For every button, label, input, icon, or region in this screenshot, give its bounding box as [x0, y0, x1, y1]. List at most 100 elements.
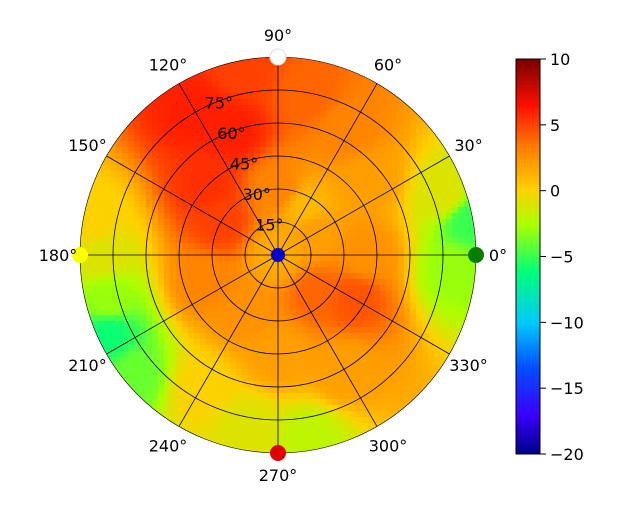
heatmap-cell	[200, 345, 207, 352]
heatmap-cell	[170, 387, 177, 394]
heatmap-cell	[260, 267, 267, 274]
heatmap-cell	[104, 171, 111, 178]
heatmap-cell	[206, 411, 213, 418]
heatmap-cell	[410, 255, 417, 262]
heatmap-cell	[338, 267, 345, 274]
heatmap-cell	[326, 273, 333, 280]
heatmap-cell	[410, 219, 417, 226]
heatmap-cell	[140, 207, 147, 214]
heatmap-cell	[176, 333, 183, 340]
heatmap-cell	[224, 375, 231, 382]
heatmap-cell	[440, 237, 447, 244]
heatmap-cell	[314, 381, 321, 388]
heatmap-cell	[380, 129, 387, 136]
heatmap-cell	[308, 93, 315, 100]
heatmap-cell	[356, 381, 363, 388]
heatmap-cell	[122, 291, 129, 298]
heatmap-cell	[272, 381, 279, 388]
heatmap-cell	[176, 117, 183, 124]
heatmap-cell	[182, 381, 189, 388]
heatmap-cell	[266, 57, 273, 64]
heatmap-cell	[164, 381, 171, 388]
heatmap-cell	[308, 141, 315, 148]
heatmap-cell	[452, 177, 459, 184]
heatmap-cell	[134, 231, 141, 238]
angle-tick-label: 240°	[149, 437, 188, 456]
heatmap-cell	[362, 411, 369, 418]
heatmap-cell	[272, 291, 279, 298]
heatmap-cell	[224, 99, 231, 106]
heatmap-cell	[434, 165, 441, 172]
heatmap-cell	[356, 219, 363, 226]
heatmap-cell	[428, 363, 435, 370]
heatmap-cell	[176, 201, 183, 208]
heatmap-cell	[110, 207, 117, 214]
heatmap-cell	[164, 105, 171, 112]
heatmap-cell	[284, 243, 291, 250]
heatmap-cell	[326, 99, 333, 106]
heatmap-cell	[212, 111, 219, 118]
heatmap-cell	[326, 165, 333, 172]
heatmap-cell	[308, 387, 315, 394]
heatmap-cell	[242, 69, 249, 76]
heatmap-cell	[416, 321, 423, 328]
heatmap-cell	[158, 267, 165, 274]
heatmap-cell	[290, 219, 297, 226]
heatmap-cell	[386, 405, 393, 412]
heatmap-cell	[350, 189, 357, 196]
heatmap-cell	[212, 339, 219, 346]
heatmap-cell	[398, 405, 405, 412]
heatmap-cell	[278, 159, 285, 166]
heatmap-cell	[422, 309, 429, 316]
heatmap-cell	[248, 435, 255, 442]
heatmap-cell	[122, 333, 129, 340]
heatmap-cell	[302, 387, 309, 394]
heatmap-cell	[254, 375, 261, 382]
heatmap-cell	[374, 93, 381, 100]
heatmap-cell	[434, 315, 441, 322]
heatmap-cell	[278, 291, 285, 298]
heatmap-cell	[320, 363, 327, 370]
heatmap-cell	[368, 273, 375, 280]
heatmap-cell	[266, 165, 273, 172]
heatmap-cell	[266, 339, 273, 346]
heatmap-cell	[140, 381, 147, 388]
heatmap-cell	[260, 291, 267, 298]
heatmap-cell	[260, 363, 267, 370]
heatmap-cell	[224, 423, 231, 430]
heatmap-cell	[248, 327, 255, 334]
heatmap-cell	[416, 291, 423, 298]
heatmap-cell	[326, 267, 333, 274]
heatmap-cell	[170, 213, 177, 220]
heatmap-cell	[380, 159, 387, 166]
heatmap-cell	[314, 81, 321, 88]
heatmap-cell	[350, 393, 357, 400]
heatmap-cell	[188, 273, 195, 280]
heatmap-cell	[200, 417, 207, 424]
heatmap-cell	[350, 207, 357, 214]
heatmap-cell	[356, 177, 363, 184]
heatmap-cell	[140, 231, 147, 238]
heatmap-cell	[98, 189, 105, 196]
heatmap-cell	[362, 159, 369, 166]
heatmap-cell	[206, 141, 213, 148]
angular-grid-line	[277, 83, 378, 256]
heatmap-cell	[296, 345, 303, 352]
heatmap-cell	[212, 129, 219, 136]
heatmap-cell	[104, 225, 111, 232]
heatmap-cell	[194, 405, 201, 412]
heatmap-cell	[170, 129, 177, 136]
heatmap-cell	[254, 417, 261, 424]
heatmap-cell	[212, 279, 219, 286]
heatmap-cell	[302, 93, 309, 100]
heatmap-cell	[326, 81, 333, 88]
heatmap-cell	[356, 249, 363, 256]
heatmap-cell	[338, 249, 345, 256]
heatmap-cell	[140, 129, 147, 136]
heatmap-cell	[308, 441, 315, 448]
heatmap-cell	[440, 171, 447, 178]
heatmap-cell	[434, 177, 441, 184]
heatmap-cell	[80, 231, 87, 238]
heatmap-cell	[128, 171, 135, 178]
heatmap-cell	[362, 417, 369, 424]
